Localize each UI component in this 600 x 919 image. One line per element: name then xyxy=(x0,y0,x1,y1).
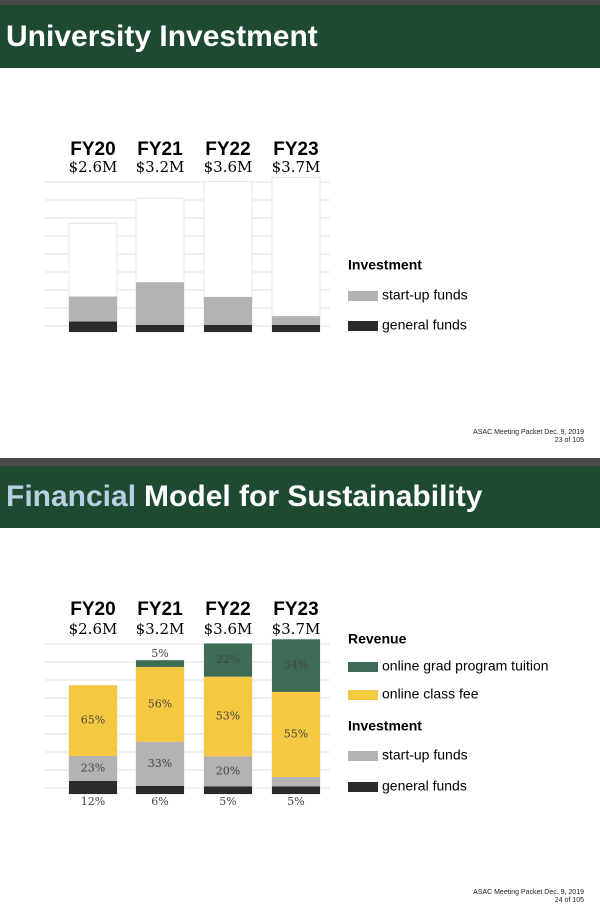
legend-header: Revenue xyxy=(348,631,407,647)
segment xyxy=(136,741,184,786)
legend-label: start-up funds xyxy=(382,287,468,303)
category-label: FY23 xyxy=(273,599,318,620)
segment xyxy=(204,786,252,794)
header-band xyxy=(0,5,600,68)
total-label: $3.6M xyxy=(204,158,253,176)
slide-title: University Investment xyxy=(6,20,318,53)
legend-swatch xyxy=(348,751,378,761)
segment xyxy=(69,780,117,794)
title-highlight: Financial xyxy=(6,480,136,513)
legend-label: start-up funds xyxy=(382,747,468,763)
total-label: $3.2M xyxy=(136,158,185,176)
segment xyxy=(136,666,184,742)
value-label: 56% xyxy=(148,697,172,710)
value-label: 20% xyxy=(216,764,240,777)
category-label: FY20 xyxy=(70,139,115,160)
legend-swatch xyxy=(348,782,378,792)
total-label: $2.6M xyxy=(69,158,118,176)
legend-label: online class fee xyxy=(382,686,479,702)
segment xyxy=(136,785,184,794)
category-label: FY21 xyxy=(137,139,183,160)
total-label: $3.7M xyxy=(272,158,321,176)
value-label: 34% xyxy=(284,659,308,672)
legend-label: general funds xyxy=(382,778,467,794)
segment xyxy=(136,282,184,325)
separator xyxy=(0,458,600,466)
segment xyxy=(136,660,184,667)
segment xyxy=(272,776,320,787)
total-label: $3.7M xyxy=(272,620,321,638)
segment xyxy=(204,676,252,757)
legend-swatch xyxy=(348,321,378,331)
segment xyxy=(136,324,184,332)
segment xyxy=(204,643,252,677)
segment xyxy=(204,756,252,787)
category-label: FY22 xyxy=(205,139,250,160)
segment xyxy=(272,639,320,692)
category-label: FY21 xyxy=(137,599,183,620)
value-label: 5% xyxy=(151,647,168,660)
legend-swatch xyxy=(348,291,378,301)
value-label: 5% xyxy=(219,795,236,808)
title-rest: Model for Sustainability xyxy=(144,480,483,513)
segment xyxy=(69,755,117,781)
footer: ASAC Meeting Packet Dec. 9, 2019 xyxy=(473,889,584,896)
value-label: 23% xyxy=(81,761,105,774)
category-label: FY23 xyxy=(273,139,318,160)
header-band xyxy=(0,466,600,528)
segment xyxy=(272,324,320,332)
value-label: 55% xyxy=(284,727,308,740)
total-label: $3.2M xyxy=(136,620,185,638)
top-strip xyxy=(0,0,600,5)
segment xyxy=(272,316,320,325)
legend-swatch xyxy=(348,662,378,672)
legend-header: Investment xyxy=(348,257,422,273)
segment xyxy=(272,786,320,794)
value-label: 22% xyxy=(216,653,240,666)
total-label: $2.6M xyxy=(69,620,118,638)
value-label: 65% xyxy=(81,714,105,727)
legend-label: general funds xyxy=(382,317,467,333)
footer: ASAC Meeting Packet Dec. 9, 2019 xyxy=(473,429,584,436)
value-label: 6% xyxy=(151,795,168,808)
footer: 23 of 105 xyxy=(555,437,584,444)
segment xyxy=(272,691,320,777)
segment xyxy=(69,685,117,756)
footer: 24 of 105 xyxy=(555,897,584,904)
slide-title: Financial Model for Sustainability xyxy=(6,480,483,513)
segment xyxy=(69,321,117,332)
value-label: 5% xyxy=(287,795,304,808)
value-label: 53% xyxy=(216,710,240,723)
legend-header: Investment xyxy=(348,718,422,734)
segment xyxy=(204,296,252,325)
category-label: FY22 xyxy=(205,599,250,620)
category-label: FY20 xyxy=(70,599,115,620)
value-label: 12% xyxy=(81,795,105,808)
legend-label: online grad program tuition xyxy=(382,658,549,674)
total-bar xyxy=(271,176,321,333)
value-label: 33% xyxy=(148,757,172,770)
total-label: $3.6M xyxy=(204,620,253,638)
segment xyxy=(204,324,252,332)
segment xyxy=(69,296,117,322)
legend-swatch xyxy=(348,690,378,700)
